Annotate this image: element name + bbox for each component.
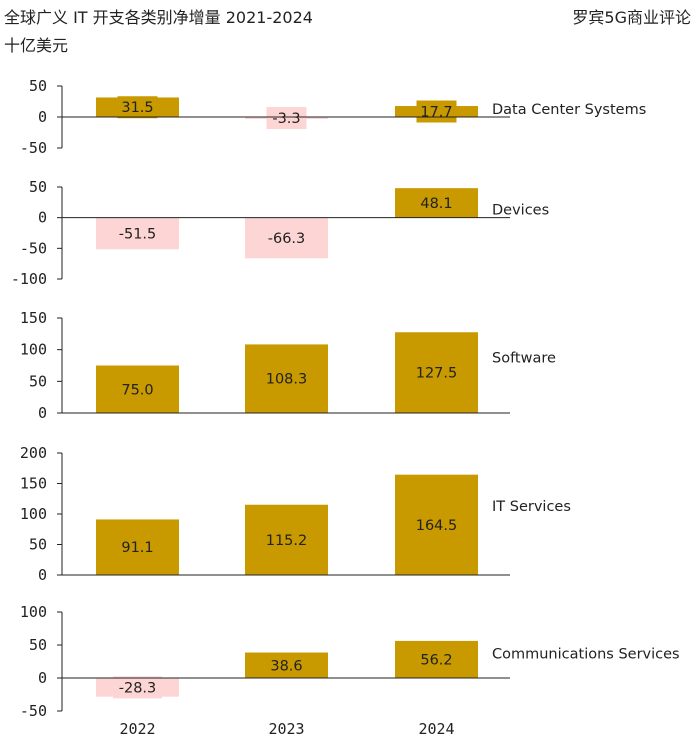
bar [245, 217, 328, 259]
series-name: Data Center Systems [492, 102, 646, 118]
y-tick-label: -50 [20, 239, 47, 257]
y-tick-label: -100 [11, 270, 47, 288]
label-box [117, 96, 158, 119]
y-tick-label: 100 [20, 603, 47, 621]
y-tick-label: 50 [29, 178, 47, 196]
data-label: 48.1 [420, 196, 452, 212]
y-tick-label: 50 [29, 536, 47, 554]
data-label: 164.5 [416, 518, 458, 534]
data-label: 31.5 [121, 100, 153, 116]
bar [245, 344, 328, 413]
bar [395, 640, 478, 678]
data-label: 75.0 [121, 382, 153, 398]
x-tick-label: 2023 [268, 720, 304, 738]
data-label: 17.7 [420, 105, 452, 121]
chart-subtitle: 十亿美元 [4, 36, 69, 55]
y-tick-label: 50 [29, 636, 47, 654]
y-tick-label: 0 [38, 108, 47, 126]
x-tick-label: 2024 [418, 720, 454, 738]
bar [96, 365, 179, 413]
x-tick-label: 2022 [119, 720, 155, 738]
data-label: 127.5 [416, 366, 458, 382]
data-label: 108.3 [266, 372, 308, 388]
y-tick-label: 150 [20, 309, 47, 327]
y-tick-label: 100 [20, 505, 47, 523]
y-tick-label: 150 [20, 475, 47, 493]
data-label: 38.6 [270, 658, 302, 674]
data-label: -51.5 [119, 226, 157, 242]
data-label: 115.2 [266, 533, 308, 549]
data-label: -66.3 [268, 231, 306, 247]
y-tick-label: 50 [29, 77, 47, 95]
chart-title: 全球广义 IT 开支各类别净增量 2021-2024 [4, 8, 313, 27]
series-name: IT Services [492, 499, 571, 515]
y-tick-label: 0 [38, 209, 47, 227]
y-tick-label: 0 [38, 566, 47, 584]
bar [96, 217, 179, 250]
bar [395, 188, 478, 218]
bar [395, 474, 478, 575]
source-logo: 罗宾5G商业评论 [572, 8, 691, 27]
y-tick-label: 50 [29, 372, 47, 390]
y-tick-label: 200 [20, 444, 47, 462]
bar [395, 332, 478, 413]
y-tick-label: -50 [20, 139, 47, 157]
data-label: -28.3 [119, 680, 157, 696]
series-name: Communications Services [492, 647, 680, 663]
series-name: Software [492, 351, 556, 367]
data-label: 91.1 [121, 540, 153, 556]
bar [245, 652, 328, 678]
y-tick-label: 0 [38, 669, 47, 687]
y-tick-label: -50 [20, 702, 47, 720]
data-label: 56.2 [420, 652, 452, 668]
y-tick-label: 0 [38, 404, 47, 422]
label-box [113, 676, 162, 699]
bar [245, 504, 328, 575]
y-tick-label: 100 [20, 341, 47, 359]
data-label: -3.3 [272, 111, 300, 127]
label-box [266, 107, 307, 130]
series-name: Devices [492, 203, 549, 219]
bar [96, 519, 179, 575]
